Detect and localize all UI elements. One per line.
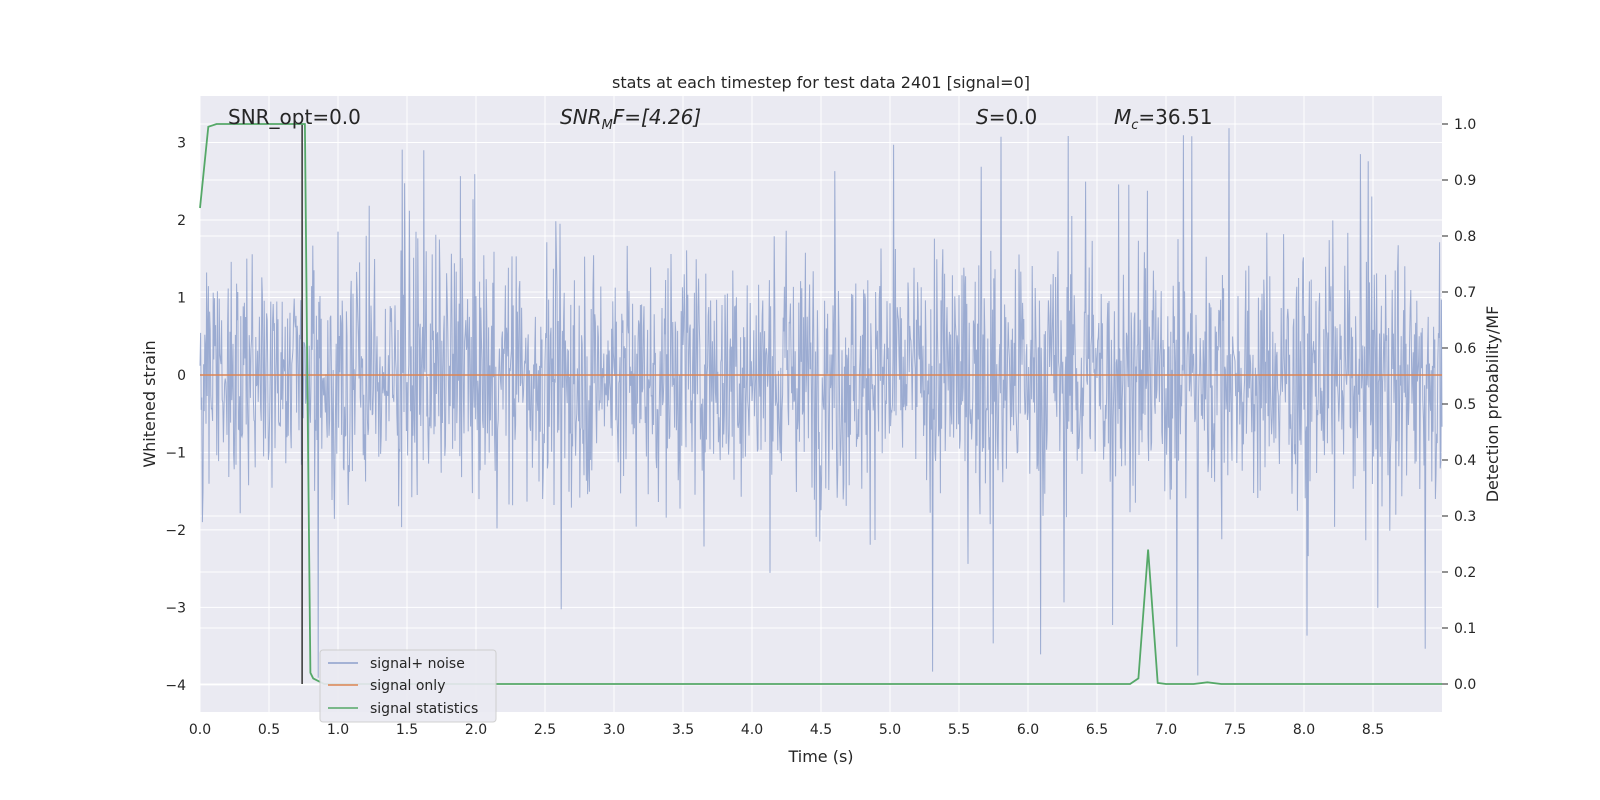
y-tick-label-right: 0.2 — [1454, 565, 1476, 581]
x-axis-label: Time (s) — [787, 747, 853, 766]
legend-label-noise: signal+ noise — [370, 656, 465, 672]
y-tick-label-left: 3 — [177, 135, 186, 151]
x-tick-label: 7.0 — [1155, 722, 1177, 738]
legend-box — [319, 649, 497, 723]
y-tick-label-right: 0.8 — [1454, 229, 1476, 245]
y-tick-label-left: 2 — [177, 213, 186, 229]
y-tick-label-right: 1.0 — [1454, 117, 1476, 133]
annotation-snr-mf: SNRMF=[4.26] — [560, 105, 701, 133]
x-tick-label: 3.5 — [672, 722, 694, 738]
x-tick-label: 8.0 — [1293, 722, 1315, 738]
legend: signal+ noise signal only signal statist… — [319, 649, 497, 723]
annotation-snr-opt: SNR_opt=0.0 — [228, 105, 361, 129]
y-tick-label-left: −1 — [165, 445, 186, 461]
y-tick-label-right: 0.4 — [1454, 453, 1476, 469]
series-signal-noise — [199, 128, 1443, 678]
y-tick-label-left: −2 — [165, 523, 186, 539]
x-tick-label: 4.5 — [810, 722, 832, 738]
y-tick-label-right: 0.9 — [1454, 173, 1476, 189]
x-tick-label: 2.5 — [534, 722, 556, 738]
y-tick-label-right: 0.5 — [1454, 397, 1476, 413]
x-tick-label: 3.0 — [603, 722, 625, 738]
x-tick-label: 7.5 — [1224, 722, 1246, 738]
chart-title: stats at each timestep for test data 240… — [612, 73, 1030, 92]
y-tick-label-right: 0.0 — [1454, 677, 1476, 693]
x-tick-label: 2.0 — [465, 722, 487, 738]
y-axis-label-right: Detection probability/MF — [1483, 306, 1502, 503]
x-tick-label: 0.0 — [189, 722, 211, 738]
annotation-mc: Mc=36.51 — [1114, 105, 1212, 133]
annotation-s: S=0.0 — [976, 105, 1037, 129]
x-tick-label: 5.5 — [948, 722, 970, 738]
y-tick-label-right: 0.6 — [1454, 341, 1476, 357]
y-axis-left: −4 −3 −2 −1 0 1 2 3 — [165, 135, 186, 693]
x-tick-label: 1.5 — [396, 722, 418, 738]
y-tick-label-left: −4 — [165, 678, 186, 694]
y-tick-label-left: 0 — [177, 368, 186, 384]
y-axis-label-left: Whitened strain — [140, 340, 159, 467]
grid — [199, 96, 1442, 712]
y-tick-label-right: 0.3 — [1454, 509, 1476, 525]
x-tick-label: 8.5 — [1362, 722, 1384, 738]
y-tick-label-left: −3 — [165, 600, 186, 616]
y-axis-right: 0.0 0.1 0.2 0.3 0.4 0.5 0.6 0.7 0.8 0.9 1.0 — [1442, 117, 1476, 693]
x-tick-label: 6.5 — [1086, 722, 1108, 738]
x-tick-label: 5.0 — [879, 722, 901, 738]
legend-label-statistics: signal statistics — [370, 701, 478, 717]
x-axis: 0.0 0.5 1.0 1.5 2.0 2.5 3.0 3.5 4.0 4.5 5.0 5.5 6.0 6… — [189, 722, 1384, 738]
x-tick-label: 0.5 — [258, 722, 280, 738]
y-tick-label-right: 0.1 — [1454, 621, 1476, 637]
y-tick-label-right: 0.7 — [1454, 285, 1476, 301]
x-tick-label: 6.0 — [1017, 722, 1039, 738]
legend-label-signal: signal only — [370, 678, 445, 694]
x-tick-label: 1.0 — [327, 722, 349, 738]
y-tick-label-left: 1 — [177, 290, 186, 306]
noise-series — [199, 128, 1443, 678]
x-tick-label: 4.0 — [741, 722, 763, 738]
